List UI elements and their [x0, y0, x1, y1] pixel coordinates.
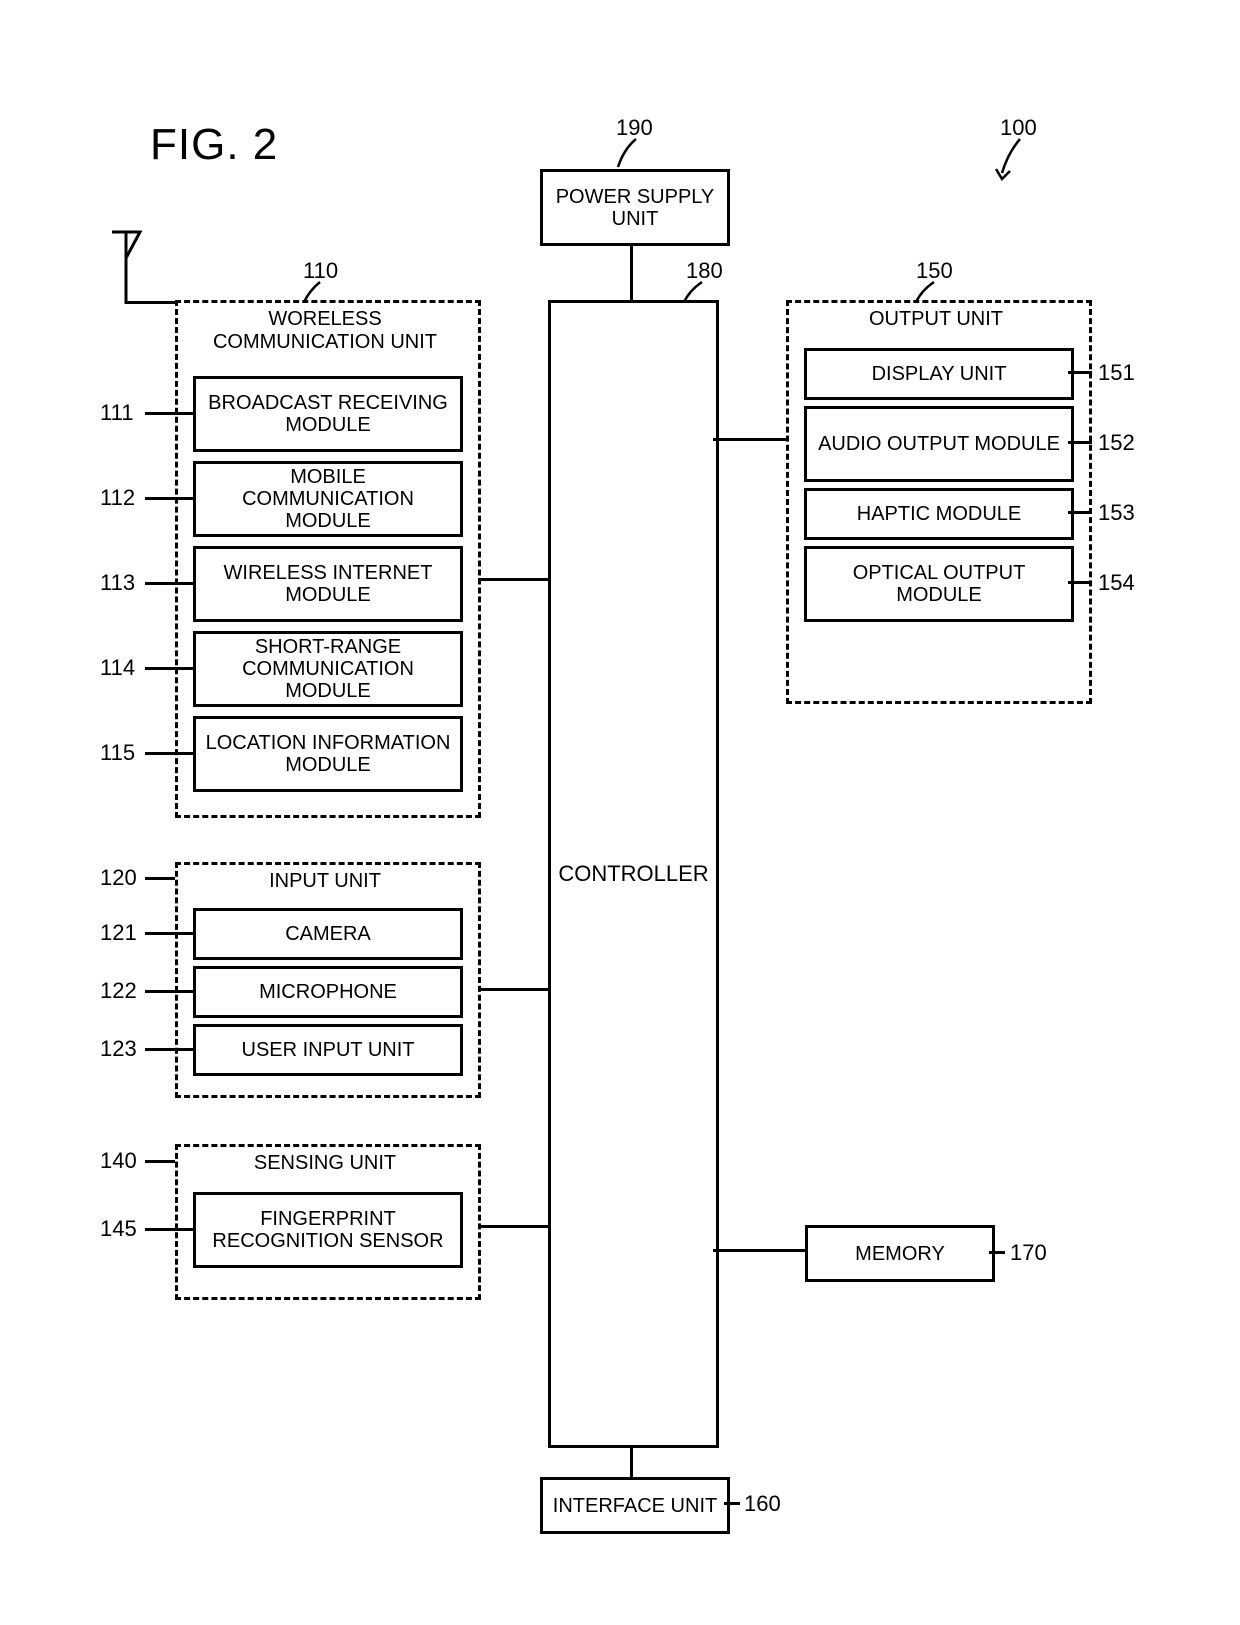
location-module: LOCATION INFORMATION MODULE — [193, 716, 463, 792]
ref-121-tick — [145, 932, 193, 935]
ref-115-tick — [145, 752, 193, 755]
ref-145: 145 — [100, 1216, 137, 1242]
optical-output-block: OPTICAL OUTPUT MODULE — [804, 546, 1074, 622]
input-to-controller-line — [478, 988, 548, 991]
ref-180-lead — [680, 282, 720, 306]
interface-unit-block: INTERFACE UNIT — [540, 1477, 730, 1534]
wireless-to-controller-line — [478, 578, 548, 581]
ref-114: 114 — [100, 655, 135, 681]
ref-110-lead — [300, 282, 340, 306]
ref-180: 180 — [686, 258, 723, 284]
audio-output-block: AUDIO OUTPUT MODULE — [804, 406, 1074, 482]
power-to-controller-line — [630, 243, 633, 300]
ref-151-tick — [1068, 371, 1092, 374]
ref-123-tick — [145, 1048, 193, 1051]
controller-to-output-line — [713, 438, 786, 441]
ref-114-tick — [145, 667, 193, 670]
antenna-icon — [112, 232, 152, 310]
ref-170: 170 — [1010, 1240, 1047, 1266]
wireless-internet-module: WIRELESS INTERNET MODULE — [193, 546, 463, 622]
input-unit-title: INPUT UNIT — [175, 870, 475, 893]
ref-153: 153 — [1098, 500, 1135, 526]
ref-113: 113 — [100, 570, 135, 596]
ref-190: 190 — [616, 115, 653, 141]
camera-block: CAMERA — [193, 908, 463, 960]
ref-151: 151 — [1098, 360, 1135, 386]
ref-140: 140 — [100, 1148, 137, 1174]
ref-110: 110 — [303, 258, 338, 284]
wireless-unit-title-text: WORELESSCOMMUNICATION UNIT — [213, 308, 437, 353]
ref-123: 123 — [100, 1036, 137, 1062]
short-range-module: SHORT-RANGE COMMUNICATION MODULE — [193, 631, 463, 707]
ref-111: 111 — [100, 400, 133, 426]
ref-100: 100 — [1000, 115, 1037, 141]
microphone-block: MICROPHONE — [193, 966, 463, 1018]
controller-to-interface-line — [630, 1445, 633, 1477]
controller-block: CONTROLLER — [548, 300, 719, 1448]
ref-112: 112 — [100, 485, 135, 511]
figure-title: FIG. 2 — [150, 120, 278, 170]
user-input-block: USER INPUT UNIT — [193, 1024, 463, 1076]
ref-115: 115 — [100, 740, 135, 766]
ref-120: 120 — [100, 865, 137, 891]
display-unit-block: DISPLAY UNIT — [804, 348, 1074, 400]
ref-190-lead — [612, 139, 652, 169]
ref-154-tick — [1068, 581, 1092, 584]
ref-100-lead — [996, 139, 1036, 195]
antenna-connector — [126, 301, 178, 304]
ref-145-tick — [145, 1228, 193, 1231]
ref-111-tick — [145, 412, 193, 415]
ref-170-tick — [989, 1251, 1005, 1254]
ref-121: 121 — [100, 920, 137, 946]
sensing-unit-title: SENSING UNIT — [175, 1152, 475, 1175]
ref-140-tick — [145, 1160, 175, 1163]
wireless-unit-title: WORELESSCOMMUNICATION UNIT — [175, 308, 475, 354]
power-supply-block: POWER SUPPLY UNIT — [540, 169, 730, 246]
ref-122-tick — [145, 990, 193, 993]
sensing-to-controller-line — [478, 1225, 548, 1228]
fingerprint-sensor-block: FINGERPRINT RECOGNITION SENSOR — [193, 1192, 463, 1268]
ref-113-tick — [145, 582, 193, 585]
ref-152: 152 — [1098, 430, 1135, 456]
ref-122: 122 — [100, 978, 137, 1004]
broadcast-module: BROADCAST RECEIVING MODULE — [193, 376, 463, 452]
ref-153-tick — [1068, 511, 1092, 514]
controller-to-memory-line — [713, 1249, 805, 1252]
ref-112-tick — [145, 497, 193, 500]
ref-160-tick — [724, 1502, 740, 1505]
ref-150-lead — [912, 282, 952, 306]
haptic-module-block: HAPTIC MODULE — [804, 488, 1074, 540]
output-unit-title: OUTPUT UNIT — [786, 308, 1086, 331]
ref-154: 154 — [1098, 570, 1135, 596]
mobile-comm-module: MOBILE COMMUNICATION MODULE — [193, 461, 463, 537]
ref-152-tick — [1068, 441, 1092, 444]
memory-block: MEMORY — [805, 1225, 995, 1282]
ref-160: 160 — [744, 1491, 781, 1517]
ref-120-tick — [145, 877, 175, 880]
ref-150: 150 — [916, 258, 953, 284]
